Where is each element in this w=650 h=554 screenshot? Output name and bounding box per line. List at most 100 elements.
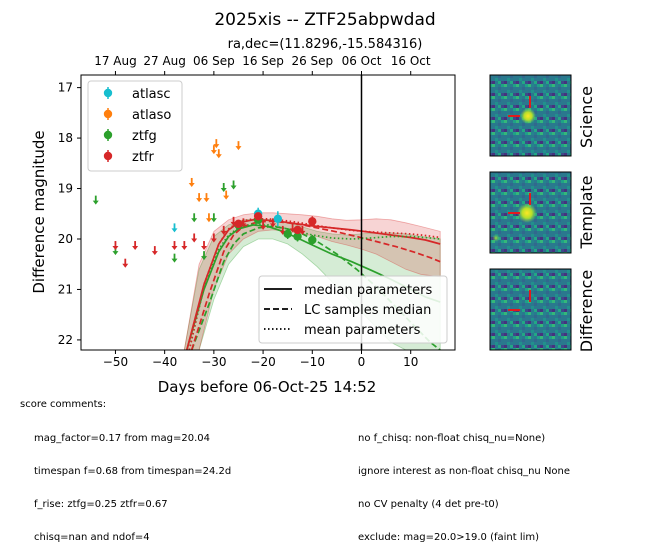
limit-arrowhead: [171, 228, 178, 233]
ztfg-detection: [283, 228, 292, 239]
atlaso-upper-limit: [235, 141, 242, 151]
ztfr-upper-limit: [112, 241, 119, 251]
data-point: [234, 219, 243, 229]
ztfg-model-dotted: [188, 223, 441, 350]
ztfr-upper-limit: [201, 241, 208, 251]
data-points: [92, 139, 317, 268]
y-tick-label: 21: [58, 282, 73, 296]
ztfr-upper-limit: [269, 218, 276, 228]
legend-entry-atlasc: atlasc: [103, 87, 171, 102]
legend-label: LC samples median: [304, 303, 431, 318]
legend-label: atlaso: [132, 108, 171, 123]
data-point: [283, 229, 292, 239]
x-tick-label: −40: [152, 355, 177, 369]
ztfr-upper-limit: [171, 241, 178, 251]
marker-legend-box: [87, 80, 183, 172]
ztfr-detection: [253, 212, 263, 221]
ztfr-upper-limit: [122, 258, 129, 268]
legend-entry-solid: median parameters: [264, 283, 432, 298]
comment-line: ignore interest as non-float chisq_nu No…: [358, 466, 571, 477]
limit-arrowhead: [220, 188, 227, 193]
ztfr-upper-limit: [191, 233, 198, 243]
ztfr-upper-limit: [220, 225, 227, 235]
limit-arrowhead: [171, 246, 178, 251]
top-tick-label: 16 Sep: [242, 54, 284, 68]
comment-line: exclude: mag=20.0>19.0 (faint lim): [358, 532, 540, 543]
atlasc-upper-limit: [171, 223, 178, 233]
legend-label: mean parameters: [304, 323, 421, 338]
limit-arrowhead: [235, 146, 242, 151]
data-point: [308, 217, 317, 226]
limit-arrowhead: [201, 246, 208, 251]
difference-label: Difference: [577, 270, 596, 352]
difference-stamp-image: [489, 268, 572, 351]
atlaso-upper-limit: [188, 177, 195, 187]
axes: −50 −40 −30 −20 −10 0 10 17 Aug 27 Aug 06 Sep 16 S…: [58, 54, 431, 369]
ztfr-upper-limit: [132, 241, 139, 251]
marker-legend: atlasc atlaso ztfg ztfr: [87, 80, 183, 172]
atlasc-detection: [273, 211, 283, 227]
legend-entry-atlaso: atlaso: [103, 108, 171, 123]
legend-marker: [103, 130, 113, 140]
comment-line: no CV penalty (4 det pre-t0): [358, 499, 499, 510]
legend-marker: [103, 109, 113, 119]
top-tick-label: 06 Sep: [193, 54, 235, 68]
ztfg-detection: [308, 234, 317, 246]
score-comments-right: no f_chisq: non-float chisq_nu=None) ign…: [358, 411, 570, 554]
limit-arrowhead: [112, 251, 119, 256]
atlaso-upper-limit: [210, 145, 217, 155]
limit-arrowhead: [203, 198, 210, 203]
x-axis-label: Days before 06-Oct-25 14:52: [158, 378, 377, 396]
plot-area: −50 −40 −30 −20 −10 0 10 17 Aug 27 Aug 06 Sep 16 S…: [30, 54, 456, 396]
y-tick-label: 19: [58, 182, 73, 196]
data-point: [273, 214, 283, 224]
limit-arrowhead: [201, 256, 208, 261]
limit-arrowhead: [122, 263, 129, 268]
chart-title: 2025xis -- ZTF25abpwdad: [214, 10, 435, 30]
x-tick-label: 0: [358, 355, 366, 369]
y-tick-label: 18: [58, 131, 73, 145]
atlaso-upper-limit: [205, 213, 212, 223]
limit-arrowhead: [112, 246, 119, 251]
limit-arrowhead: [191, 238, 198, 243]
data-point: [253, 212, 263, 221]
limit-arrowhead: [220, 230, 227, 235]
ztfg-upper-limit: [171, 253, 178, 263]
ztfg-upper-limit: [220, 183, 227, 193]
legend-marker: [103, 88, 113, 98]
legend-entry-dashed: LC samples median: [264, 303, 431, 318]
limit-arrowhead: [210, 218, 217, 223]
comment-line: f_rise: ztfg=0.25 ztfr=0.67: [34, 499, 168, 510]
top-tick-label: 06 Oct: [342, 54, 382, 68]
x-tick-label: −20: [250, 355, 275, 369]
x-tick-label: −30: [201, 355, 226, 369]
ztfr-upper-limit: [181, 241, 188, 251]
limit-arrowhead: [260, 225, 267, 230]
chart-subtitle: ra,dec=(11.8296,-15.584316): [228, 37, 423, 52]
ztfg-upper-limit: [191, 213, 198, 223]
line-legend-entries: median parameters LC samples median mean p…: [264, 283, 432, 338]
y-axis-label: Difference magnitude: [30, 130, 48, 293]
limit-arrowhead: [196, 198, 203, 203]
ztfg-upper-limit: [201, 251, 208, 261]
limit-arrowhead: [151, 251, 158, 256]
x-tick-label: −50: [103, 355, 128, 369]
template-label: Template: [577, 175, 596, 249]
score-comments-left: mag_factor=0.17 from mag=20.04 timespan …: [34, 411, 231, 554]
plot-frame: [80, 74, 456, 351]
limit-arrowhead: [223, 195, 230, 200]
ztfr-upper-limit: [260, 220, 267, 230]
limit-arrowhead: [213, 144, 220, 149]
ztfg-upper-limit: [210, 213, 217, 223]
marker-legend-entries: atlasc atlaso ztfg ztfr: [103, 87, 171, 165]
y-tick-label: 17: [58, 81, 73, 95]
atlaso-upper-limit: [223, 190, 230, 200]
comment-line: no f_chisq: non-float chisq_nu=None): [358, 433, 546, 444]
science-label: Science: [577, 86, 596, 148]
ztfr-uncertainty-band: [183, 212, 441, 350]
y-tick-label: 20: [58, 232, 73, 246]
top-tick-label: 27 Aug: [143, 54, 186, 68]
data-point: [308, 235, 317, 245]
limit-arrowhead: [92, 200, 99, 205]
template-stamp: Template: [489, 171, 596, 254]
